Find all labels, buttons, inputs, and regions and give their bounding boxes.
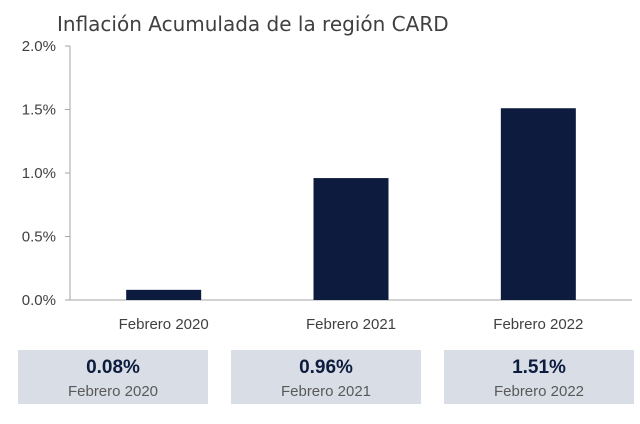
bar	[313, 178, 389, 300]
summary-card-value: 0.96%	[299, 357, 353, 378]
bar	[126, 289, 202, 300]
y-axis: 0.0% 0.5% 1.0% 1.5% 2.0%	[22, 38, 70, 309]
y-tick-label: 1.0%	[22, 165, 56, 182]
y-tick-label: 0.0%	[22, 292, 56, 309]
bars	[126, 108, 576, 300]
bar	[500, 108, 576, 300]
summary-card-label: Febrero 2020	[68, 383, 158, 400]
summary-cards: 0.08% Febrero 2020 0.96% Febrero 2021 1.51% F…	[18, 350, 634, 404]
summary-card	[444, 350, 634, 404]
x-axis-labels: Febrero 2020 Febrero 2021 Febrero 2022	[119, 316, 584, 333]
x-tick-label: Febrero 2021	[306, 316, 396, 333]
summary-card-label: Febrero 2022	[494, 383, 584, 400]
y-tick-label: 1.5%	[22, 102, 56, 119]
summary-card-value: 1.51%	[512, 357, 566, 378]
summary-card-value: 0.08%	[86, 357, 140, 378]
summary-card-label: Febrero 2021	[281, 383, 371, 400]
summary-card	[231, 350, 421, 404]
x-tick-label: Febrero 2020	[119, 316, 209, 333]
chart-title: Inflación Acumulada de la región CARD	[57, 12, 449, 36]
y-tick-label: 0.5%	[22, 229, 56, 246]
summary-card	[18, 350, 208, 404]
x-tick-label: Febrero 2022	[493, 316, 583, 333]
y-tick-label: 2.0%	[22, 38, 56, 55]
